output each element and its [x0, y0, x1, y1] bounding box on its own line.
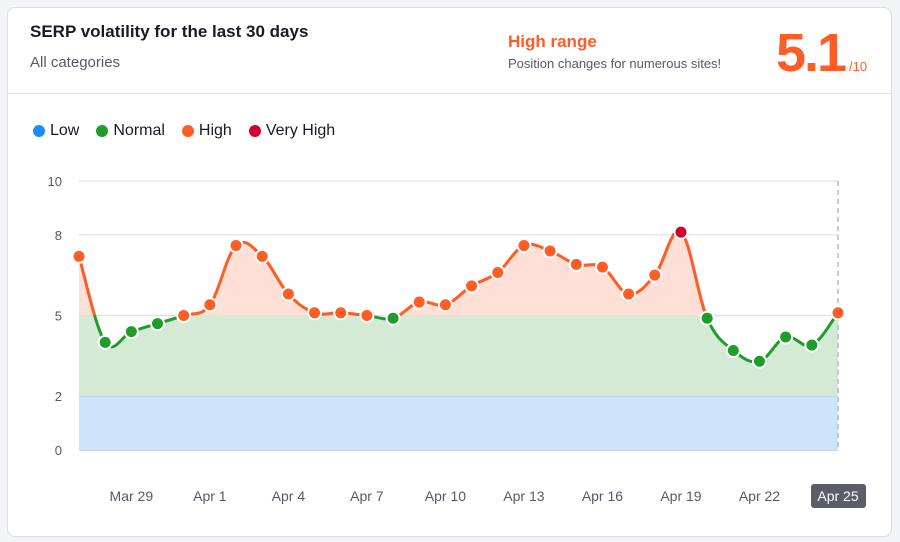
data-point	[123, 324, 139, 340]
legend-dot-icon	[96, 125, 109, 137]
legend-label: Normal	[113, 122, 165, 139]
x-tick-label: Apr 1	[193, 488, 227, 504]
data-point	[307, 305, 323, 321]
data-point	[254, 248, 270, 264]
x-tick-label: Apr 25	[817, 488, 858, 504]
legend-dot-icon	[248, 125, 261, 137]
x-tick-label: Apr 16	[582, 488, 623, 504]
legend-label: Very High	[265, 122, 336, 139]
volatility-score: 5.1	[776, 23, 847, 83]
legend-item-normal[interactable]: Normal	[96, 122, 165, 140]
x-tick-label: Apr 19	[660, 488, 701, 504]
data-point	[804, 337, 820, 353]
data-point	[150, 316, 166, 332]
legend-label: Low	[50, 122, 80, 139]
y-tick-label: 2	[55, 389, 62, 404]
legend-dot-icon	[33, 125, 45, 137]
category-label: All categories	[30, 54, 121, 71]
data-point	[778, 329, 794, 345]
y-tick-label: 5	[55, 309, 62, 324]
data-point	[490, 264, 506, 280]
data-point	[594, 259, 610, 275]
data-point	[176, 308, 192, 323]
series-line	[77, 234, 840, 316]
selected-date-badge	[811, 484, 866, 508]
data-point	[751, 353, 767, 369]
y-tick-label: 8	[55, 228, 62, 243]
data-point	[97, 334, 113, 350]
x-tick-label: Apr 4	[272, 488, 306, 504]
legend-dot-icon	[181, 125, 194, 137]
data-point	[568, 256, 584, 272]
band-area-high	[79, 234, 838, 316]
score-max: /10	[849, 59, 868, 74]
legend-item-high[interactable]: High	[181, 122, 232, 140]
legend-label: High	[198, 122, 232, 139]
x-tick-label: Apr 13	[503, 488, 544, 504]
band-area-low	[79, 396, 838, 450]
data-point	[542, 243, 558, 259]
x-tick-label: Apr 10	[425, 488, 466, 504]
range-label: High range	[508, 32, 597, 51]
data-point	[830, 305, 846, 321]
legend-item-low[interactable]: Low	[33, 122, 79, 140]
data-point	[385, 310, 401, 326]
x-tick-label: Apr 22	[739, 488, 780, 504]
band-area-normal	[79, 315, 838, 397]
legend-item-very-high[interactable]: Very High	[248, 122, 336, 140]
data-point	[621, 286, 637, 302]
data-point	[228, 238, 244, 254]
data-point	[464, 278, 480, 294]
data-point	[673, 224, 689, 240]
data-point	[280, 286, 296, 302]
y-tick-label: 10	[48, 174, 62, 189]
data-point	[71, 248, 87, 264]
data-point	[725, 342, 741, 358]
data-point	[516, 238, 532, 254]
data-point	[359, 308, 375, 323]
range-description: Position changes for numerous sites!	[508, 56, 722, 71]
data-point	[411, 294, 427, 310]
divider	[8, 93, 891, 94]
y-tick-label: 0	[55, 443, 62, 458]
data-point	[647, 267, 663, 283]
x-tick-label: Mar 29	[110, 488, 154, 504]
data-point	[699, 310, 715, 326]
data-point	[333, 305, 349, 321]
card-title: SERP volatility for the last 30 days	[30, 22, 309, 41]
x-tick-label: Apr 7	[350, 488, 384, 504]
data-point	[437, 297, 453, 313]
legend: Low Normal High Very High	[33, 122, 335, 140]
data-point	[202, 297, 218, 313]
